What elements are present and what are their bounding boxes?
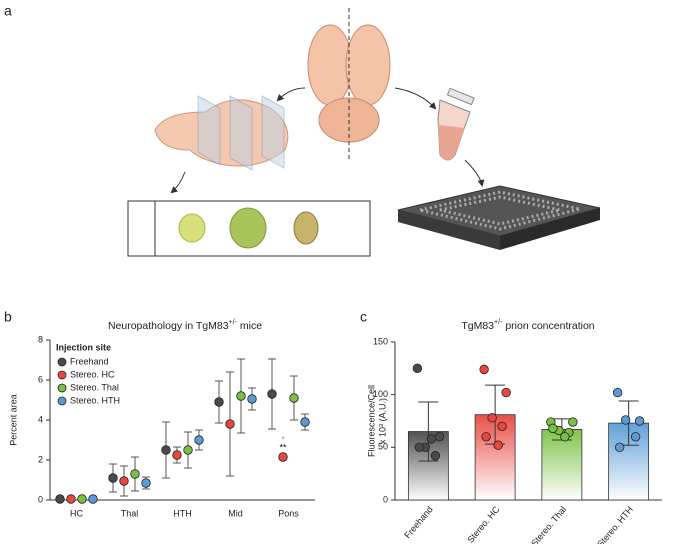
dot (161, 445, 171, 455)
y-axis-label: Percent area (8, 394, 18, 446)
dot (300, 417, 310, 427)
dot (66, 494, 76, 504)
x-tick-label: HC (70, 508, 83, 518)
title-suffix: prion concentration (502, 320, 594, 332)
dot (194, 435, 204, 445)
data-point (430, 451, 441, 461)
title-superscript: +/- (494, 319, 503, 326)
dot (225, 419, 235, 429)
dot (119, 476, 129, 486)
title-text: TgM83 (461, 320, 494, 332)
dot (278, 452, 288, 462)
x-tick-label: Freehand (402, 504, 434, 540)
dot (172, 450, 182, 460)
y-tick-label: 2 (38, 454, 43, 464)
dot (141, 478, 151, 488)
bar (541, 429, 583, 501)
y-tick-label: 6 (38, 374, 43, 384)
data-point (426, 434, 437, 444)
legend-label: Freehand (70, 356, 109, 366)
data-point (568, 417, 578, 427)
chart-title: Neuropathology in TgM83+/- mice (108, 319, 262, 332)
dot (236, 391, 246, 401)
error-bar (418, 401, 439, 462)
data-point (614, 442, 625, 453)
x-tick-label: Stereo. Thal (529, 504, 568, 544)
dot (214, 397, 224, 407)
y-tick-label: 0 (38, 494, 43, 504)
annotation: ** (279, 442, 287, 452)
y-tick-label: 100 (373, 389, 388, 399)
y-tick-label: 8 (38, 334, 43, 344)
data-point (414, 442, 425, 453)
legend-label: Stereo. HC (70, 369, 115, 379)
dot (267, 389, 277, 399)
legend-label: Stereo. HTH (70, 395, 120, 405)
chart-title: TgM83+/- prion concentration (461, 319, 594, 332)
data-point (501, 387, 511, 398)
x-tick-label: Thal (121, 508, 139, 518)
title-suffix: mice (237, 320, 262, 332)
y-axis-label: Fluorescence/Cell (366, 385, 376, 457)
dot (108, 473, 118, 483)
data-point (434, 432, 445, 442)
panel-label: a (4, 3, 12, 19)
illustration (127, 8, 601, 257)
data-point (560, 432, 570, 442)
data-point (620, 415, 631, 425)
data-point (548, 423, 558, 434)
data-point (497, 421, 507, 431)
y-tick-label: 0 (383, 494, 388, 504)
dot (55, 494, 65, 504)
y-tick-label: 150 (373, 336, 388, 346)
y-tick-label: 4 (38, 414, 43, 424)
panel-label: b (4, 309, 12, 325)
annotation: * (281, 434, 285, 444)
x-tick-label: Pons (278, 508, 299, 518)
dot (289, 393, 299, 403)
y-axis-label: x 10³ (A.U.) (377, 398, 387, 444)
data-point (412, 363, 423, 374)
data-point (612, 387, 623, 398)
dot (183, 445, 193, 455)
title-text: Neuropathology in TgM83 (108, 320, 229, 332)
data-point (493, 440, 503, 450)
data-point (634, 416, 645, 426)
x-tick-label: HTH (173, 508, 192, 518)
data-point (487, 413, 497, 423)
dot (130, 469, 140, 479)
panel-label: c (360, 309, 367, 325)
dot (88, 494, 98, 504)
x-tick-label: Mid (228, 508, 243, 518)
x-tick-label: Stereo. HC (465, 504, 502, 544)
title-superscript: +/- (229, 319, 238, 326)
y-tick-label: 50 (378, 442, 388, 452)
data-point (481, 432, 491, 442)
legend-marker (57, 370, 67, 380)
legend-marker (57, 357, 67, 367)
legend-label: Stereo. Thal (70, 382, 119, 392)
legend-marker (57, 383, 67, 393)
dot (77, 494, 87, 504)
dot (247, 394, 257, 404)
data-point (630, 432, 641, 442)
legend-title: Injection site (56, 342, 111, 352)
legend-marker (57, 396, 67, 406)
data-point (479, 364, 489, 375)
x-tick-label: Stereo. HTH (595, 504, 635, 544)
